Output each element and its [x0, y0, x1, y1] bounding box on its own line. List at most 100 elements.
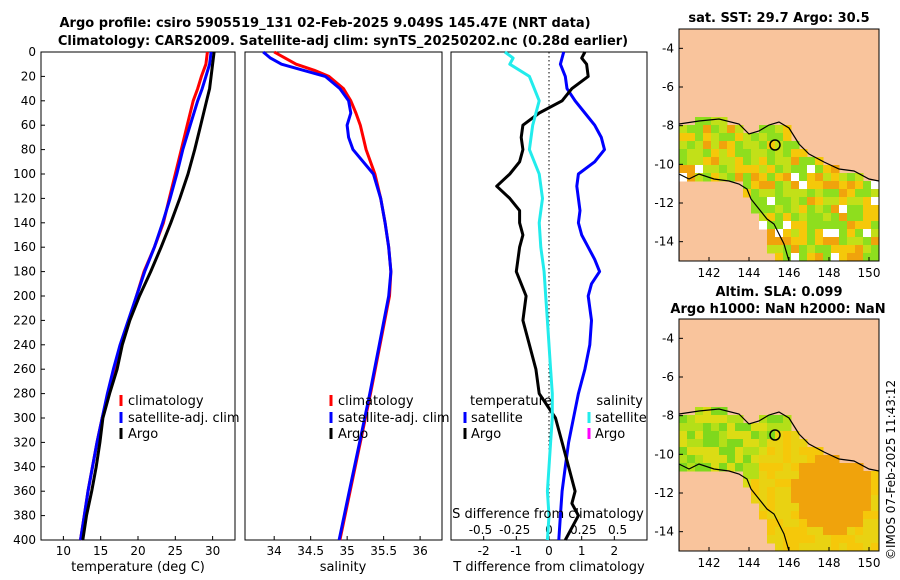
field-cell — [807, 543, 816, 551]
field-cell — [767, 503, 776, 512]
field-cell — [815, 213, 824, 222]
field-cell — [719, 157, 728, 166]
field-cell — [711, 157, 720, 166]
field-cell — [783, 455, 792, 464]
field-cell — [711, 149, 720, 158]
field-cell — [759, 133, 768, 142]
field-cell — [847, 527, 856, 536]
field-cell — [767, 141, 776, 150]
field-cell — [823, 543, 832, 551]
field-cell — [759, 149, 768, 158]
legend-satellite-adj: satellite-adj. clim — [338, 411, 450, 426]
field-cell — [839, 229, 848, 238]
field-cell — [775, 165, 784, 174]
field-cell — [791, 253, 800, 261]
field-cell — [759, 503, 768, 512]
field-cell — [847, 213, 856, 222]
field-cell — [863, 511, 872, 520]
field-cell — [727, 165, 736, 174]
field-cell — [767, 423, 776, 432]
field-cell — [775, 511, 784, 520]
legend-climatology: climatology — [128, 394, 204, 409]
field-cell — [831, 253, 840, 261]
field-cell — [695, 439, 704, 448]
field-cell — [855, 487, 864, 496]
s-diff-tick-label: 0.25 — [570, 523, 597, 537]
x-tick-label: 25 — [168, 544, 183, 558]
field-cell — [847, 253, 856, 261]
field-cell — [687, 439, 696, 448]
field-cell — [831, 519, 840, 528]
field-cell — [711, 117, 720, 126]
field-cell — [711, 423, 720, 432]
field-cell — [847, 205, 856, 214]
field-cell — [831, 229, 840, 238]
s-diff-tick-label: -0.5 — [469, 523, 492, 537]
field-cell — [759, 455, 768, 464]
field-cell — [863, 213, 872, 222]
field-cell — [703, 423, 712, 432]
field-cell — [807, 471, 816, 480]
field-cell — [727, 455, 736, 464]
lat-tick-label: -8 — [662, 119, 674, 133]
field-cell — [711, 165, 720, 174]
field-cell — [855, 471, 864, 480]
field-cell — [823, 173, 832, 182]
x-tick-label: 1 — [578, 544, 586, 558]
field-cell — [783, 527, 792, 536]
field-cell — [791, 157, 800, 166]
field-cell — [751, 463, 760, 472]
field-cell — [759, 181, 768, 190]
field-cell — [839, 479, 848, 488]
field-cell — [711, 173, 720, 182]
field-cell — [783, 213, 792, 222]
field-cell — [711, 431, 720, 440]
field-cell — [855, 535, 864, 544]
field-cell — [719, 455, 728, 464]
field-cell — [799, 221, 808, 230]
sla-map-title-1: Altim. SLA: 0.099 — [716, 285, 843, 300]
field-cell — [823, 237, 832, 246]
sla-map-frame — [678, 318, 880, 552]
field-cell — [855, 495, 864, 504]
field-cell — [855, 205, 864, 214]
field-cell — [775, 133, 784, 142]
lat-tick-label: -14 — [654, 525, 674, 539]
field-cell — [839, 495, 848, 504]
field-cell — [791, 439, 800, 448]
field-cell — [775, 415, 784, 424]
field-cell — [799, 455, 808, 464]
field-cell — [719, 165, 728, 174]
field-cell — [847, 495, 856, 504]
field-cell — [775, 439, 784, 448]
field-cell — [823, 463, 832, 472]
field-cell — [743, 455, 752, 464]
field-cell — [767, 415, 776, 424]
lon-tick-label: 144 — [738, 556, 761, 570]
field-cell — [847, 543, 856, 551]
field-cell — [815, 221, 824, 230]
field-cell — [807, 245, 816, 254]
field-cell — [711, 407, 720, 416]
field-cell — [839, 245, 848, 254]
depth-tick-label: 340 — [13, 460, 36, 474]
temperature-legend: climatology satellite-adj. clim Argo — [119, 394, 240, 442]
series-s-satellite — [504, 50, 554, 541]
field-cell — [743, 165, 752, 174]
field-cell — [751, 447, 760, 456]
field-cell — [703, 439, 712, 448]
field-cell — [815, 189, 824, 198]
field-cell — [703, 117, 712, 126]
field-cell — [743, 189, 752, 198]
field-cell — [871, 197, 879, 206]
field-cell — [871, 253, 879, 261]
field-cell — [751, 181, 760, 190]
field-cell — [855, 181, 864, 190]
sst-map-axes: 142 144 146 148 150 -4 -6 -8 -10 -12 -14 — [654, 41, 880, 280]
sla-map-axes: 142 144 146 148 150 -4 -6 -8 -10 -12 -14 — [654, 331, 880, 570]
field-cell — [687, 157, 696, 166]
field-cell — [791, 173, 800, 182]
field-cell — [831, 237, 840, 246]
field-cell — [799, 463, 808, 472]
field-cell — [703, 141, 712, 150]
